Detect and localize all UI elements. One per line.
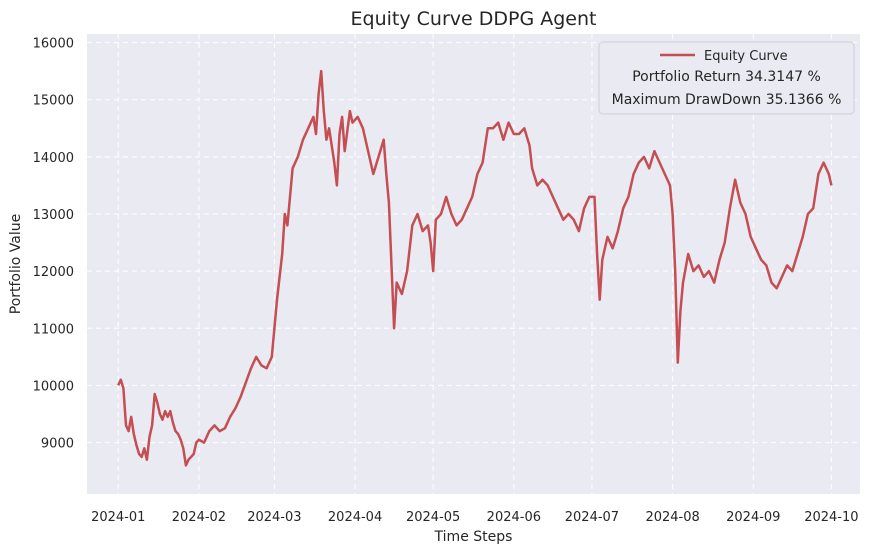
x-tick-label: 2024-10	[804, 510, 858, 525]
x-tick-label: 2024-08	[645, 510, 699, 525]
y-tick-label: 10000	[33, 379, 74, 394]
x-tick-label: 2024-09	[726, 510, 780, 525]
x-tick-label: 2024-05	[406, 510, 460, 525]
series-layer	[117, 69, 833, 467]
x-axis-label: Time Steps	[434, 529, 513, 545]
x-tick-label: 2024-02	[172, 510, 226, 525]
y-tick-label: 14000	[33, 151, 74, 166]
y-tick-label: 9000	[41, 437, 74, 452]
y-tick-label: 13000	[33, 208, 74, 223]
legend-portfolio-return: Portfolio Return 34.3147 %	[632, 69, 821, 85]
legend-box	[598, 41, 855, 115]
y-tick-label: 15000	[33, 94, 74, 109]
legend-entry-equity-curve: Equity Curve	[704, 49, 788, 64]
y-tick-label: 12000	[33, 265, 74, 280]
y-tick-label: 16000	[33, 37, 74, 52]
x-tick-label: 2024-07	[565, 510, 619, 525]
x-tick-label: 2024-03	[247, 510, 301, 525]
grid-lines	[87, 34, 860, 494]
y-axis-label: Portfolio Value	[8, 214, 24, 315]
series-line-equity-curve	[117, 69, 833, 467]
x-tick-label: 2024-01	[91, 510, 145, 525]
y-tick-labels: 9000 10000 11000 12000 13000 14000 15000 16000	[33, 37, 74, 452]
x-tick-label: 2024-04	[328, 510, 382, 525]
legend: Equity Curve Portfolio Return 34.3147 % …	[598, 41, 855, 115]
y-tick-label: 11000	[33, 322, 74, 337]
x-tick-labels: 2024-01 2024-02 2024-03 2024-04 2024-05 2024-…	[91, 510, 858, 525]
chart-title: Equity Curve DDPG Agent	[351, 8, 597, 30]
legend-maximum-drawdown: Maximum DrawDown 35.1366 %	[612, 92, 842, 108]
x-tick-label: 2024-06	[487, 510, 541, 525]
